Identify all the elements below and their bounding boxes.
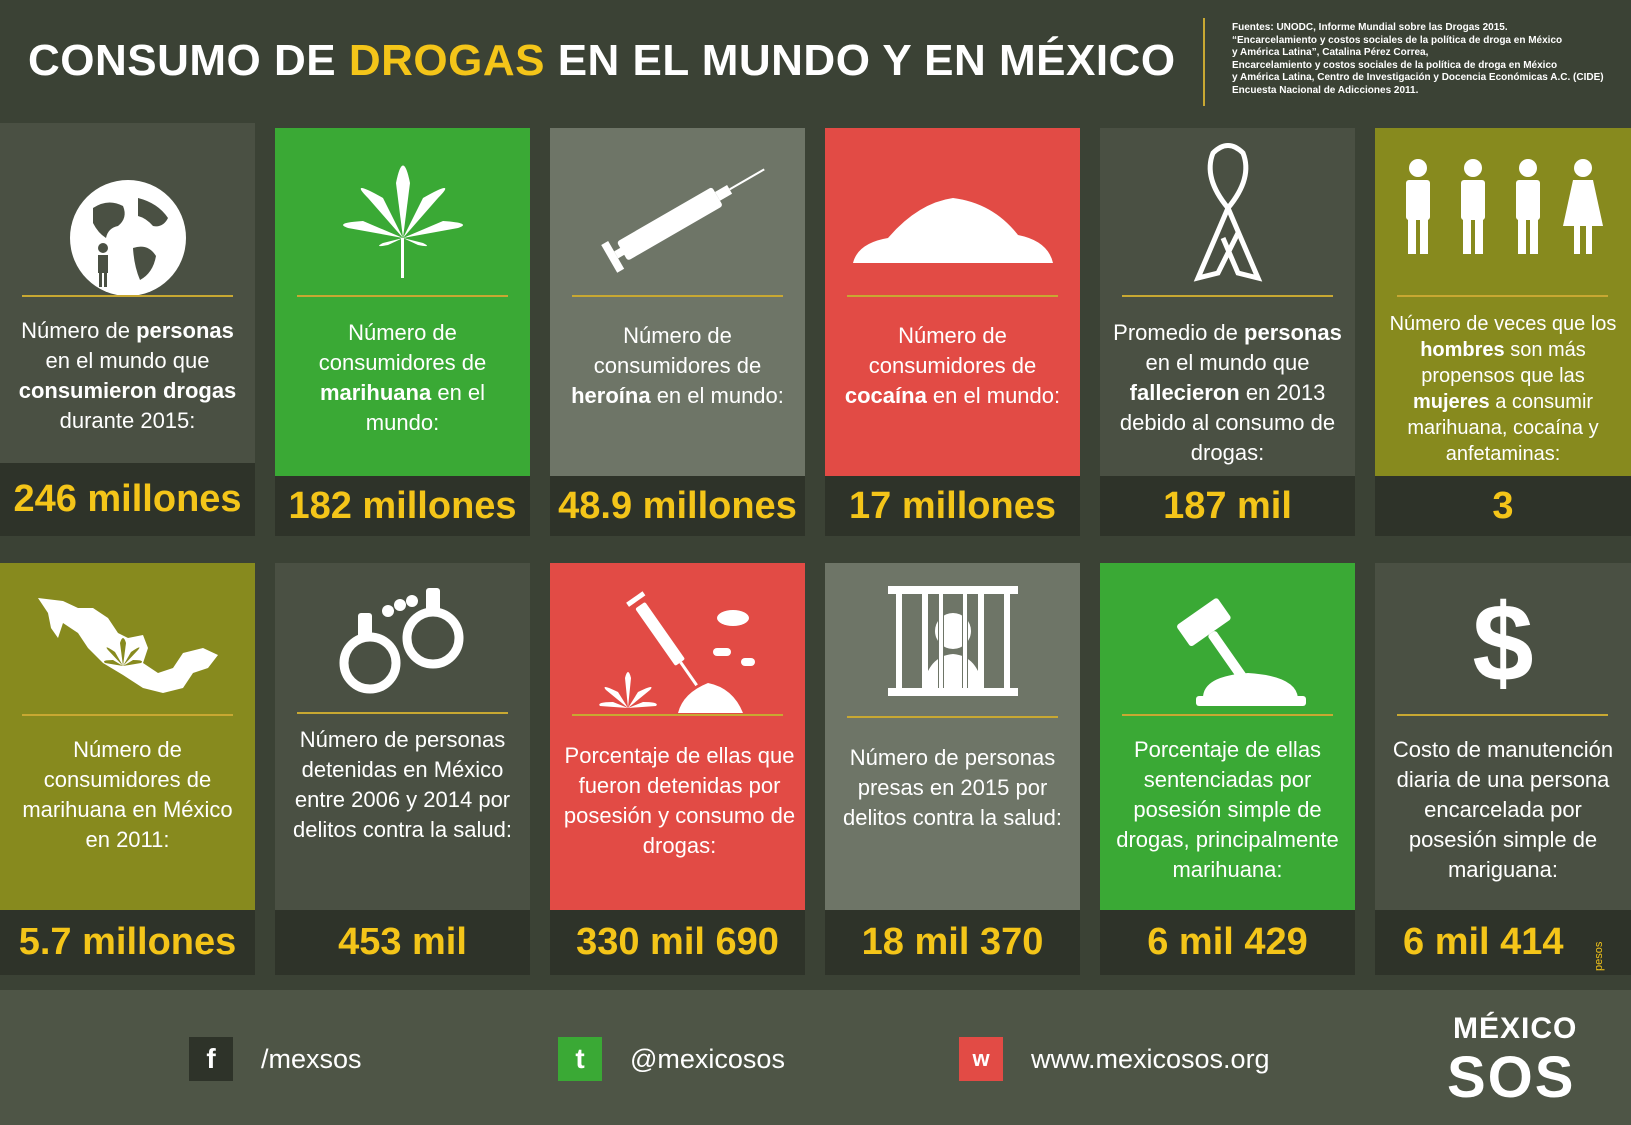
card-deaths-world: Promedio de personas en el mundo que fal… — [1100, 128, 1355, 536]
sources: Fuentes: UNODC, Informe Mundial sobre la… — [1232, 22, 1617, 97]
twitter-handle[interactable]: @mexicosos — [630, 1043, 785, 1074]
awareness-ribbon-icon — [1100, 138, 1355, 288]
card-heroin-world: Número de consumidores de heroína en el … — [550, 128, 805, 536]
card-marihuana-world: Número de consumidores de marihuana en e… — [275, 128, 530, 536]
mexico-sos-logo: MÉXICO SOS — [1447, 1012, 1612, 1110]
source-line: “Encarcelamiento y costos sociales de la… — [1232, 34, 1563, 46]
handcuffs-icon — [275, 568, 530, 718]
separator — [847, 295, 1058, 297]
separator — [297, 295, 508, 297]
header: CONSUMO DE DROGAS EN EL MUNDO Y EN MÉXIC… — [0, 0, 1631, 123]
separator — [297, 712, 508, 714]
card-label: Número de veces que los hombres son más … — [1389, 313, 1617, 465]
card-value: 246 millones — [0, 463, 255, 536]
source-line: Encuesta Nacional de Adicciones 2011. — [1232, 84, 1419, 96]
web-icon: w — [959, 1037, 1003, 1081]
card-value: 182 millones — [275, 476, 530, 536]
card-label: Porcentaje de ellas que fueron detenidas… — [563, 743, 796, 858]
source-line: y América Latina, Centro de Investigació… — [1232, 72, 1604, 83]
source-line: Encarcelamiento y costos sociales de la … — [1232, 59, 1558, 71]
card-label: Porcentaje de ellas sentenciadas por pos… — [1116, 737, 1339, 882]
facebook-handle[interactable]: /mexsos — [261, 1043, 362, 1074]
card-value: 453 mil — [275, 910, 530, 975]
prisoner-icon — [825, 566, 1080, 716]
separator — [1122, 714, 1333, 716]
drugs-icon — [550, 578, 805, 728]
card-label: Número de consumidores de heroína en el … — [571, 323, 784, 408]
logo-bottom: SOS — [1447, 1045, 1576, 1110]
separator — [847, 716, 1058, 718]
card-value: 3 — [1375, 476, 1631, 536]
card-daily-cost: $ Costo de manutención diaria de una per… — [1375, 563, 1631, 975]
page-title: CONSUMO DE DROGAS EN EL MUNDO Y EN MÉXIC… — [28, 36, 1176, 85]
twitter-link[interactable]: t @mexicosos — [558, 1037, 785, 1081]
powder-pile-icon — [825, 143, 1080, 293]
card-value: 187 mil — [1100, 476, 1355, 536]
logo-top: MÉXICO — [1453, 1012, 1578, 1045]
syringe-icon — [550, 143, 805, 293]
twitter-icon: t — [558, 1037, 602, 1081]
card-label: Número de personas presas en 2015 por de… — [843, 745, 1062, 830]
source-line: Fuentes: UNODC, Informe Mundial sobre la… — [1232, 22, 1508, 33]
separator — [572, 714, 783, 716]
separator — [22, 295, 233, 297]
card-label: Número de consumidores de marihuana en e… — [318, 320, 487, 435]
card-possession-detained: Porcentaje de ellas que fueron detenidas… — [550, 563, 805, 975]
card-label: Número de consumidores de cocaína en el … — [844, 323, 1061, 408]
card-label: Promedio de personas en el mundo que fal… — [1113, 320, 1342, 465]
card-prisoners: Número de personas presas en 2015 por de… — [825, 563, 1080, 975]
card-marihuana-mexico: Número de consumidores de marihuana en M… — [0, 563, 255, 975]
card-value: 48.9 millones — [550, 476, 805, 536]
card-label: Número de personas en el mundo que consu… — [18, 318, 237, 433]
card-label: Número de consumidores de marihuana en M… — [22, 737, 233, 852]
card-cocaine-world: Número de consumidores de cocaína en el … — [825, 128, 1080, 536]
gavel-icon — [1100, 573, 1355, 723]
card-label: Costo de manutención diaria de una perso… — [1392, 737, 1614, 882]
separator — [572, 295, 783, 297]
source-line: y América Latina”, Catalina Pérez Correa… — [1232, 47, 1429, 58]
card-value: 6 mil 429 — [1100, 910, 1355, 975]
currency-unit: pesos — [1593, 941, 1605, 971]
facebook-link[interactable]: f /mexsos — [189, 1037, 362, 1081]
card-sentenced: Porcentaje de ellas sentenciadas por pos… — [1100, 563, 1355, 975]
globe-person-icon — [0, 163, 255, 313]
card-value: 330 mil 690 — [550, 910, 805, 975]
card-label: Número de personas detenidas en México e… — [293, 727, 512, 842]
card-value: 6 mil 414 — [1375, 910, 1631, 975]
facebook-icon: f — [189, 1037, 233, 1081]
mexico-map-icon — [0, 573, 255, 723]
card-detained-mexico: Número de personas detenidas en México e… — [275, 563, 530, 975]
website-url[interactable]: www.mexicosos.org — [1031, 1043, 1270, 1074]
card-world-users: Número de personas en el mundo que consu… — [0, 123, 255, 536]
separator — [22, 714, 233, 716]
card-value: 18 mil 370 — [825, 910, 1080, 975]
separator — [1397, 714, 1608, 716]
web-link[interactable]: w www.mexicosos.org — [959, 1037, 1270, 1081]
footer — [0, 990, 1631, 1125]
card-men-women: Número de veces que los hombres son más … — [1375, 128, 1631, 536]
separator — [1122, 295, 1333, 297]
men-women-icon — [1375, 133, 1631, 283]
card-value: 17 millones — [825, 476, 1080, 536]
card-value: 5.7 millones — [0, 910, 255, 975]
cannabis-leaf-icon — [275, 138, 530, 288]
header-divider — [1203, 18, 1205, 106]
dollar-icon: $ — [1472, 581, 1534, 705]
separator — [1397, 295, 1608, 297]
